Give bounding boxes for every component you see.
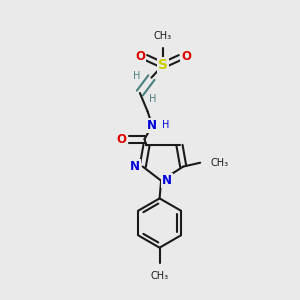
Text: CH₃: CH₃	[211, 158, 229, 168]
Text: H: H	[162, 120, 169, 130]
Text: H: H	[148, 94, 156, 104]
Text: O: O	[181, 50, 191, 62]
Text: S: S	[158, 58, 168, 72]
Text: O: O	[116, 133, 126, 146]
Text: N: N	[147, 119, 157, 132]
Text: N: N	[130, 160, 140, 173]
Text: CH₃: CH₃	[154, 32, 172, 41]
Text: N: N	[162, 174, 172, 187]
Text: CH₃: CH₃	[151, 271, 169, 281]
Text: O: O	[135, 50, 145, 62]
Text: H: H	[133, 71, 140, 81]
